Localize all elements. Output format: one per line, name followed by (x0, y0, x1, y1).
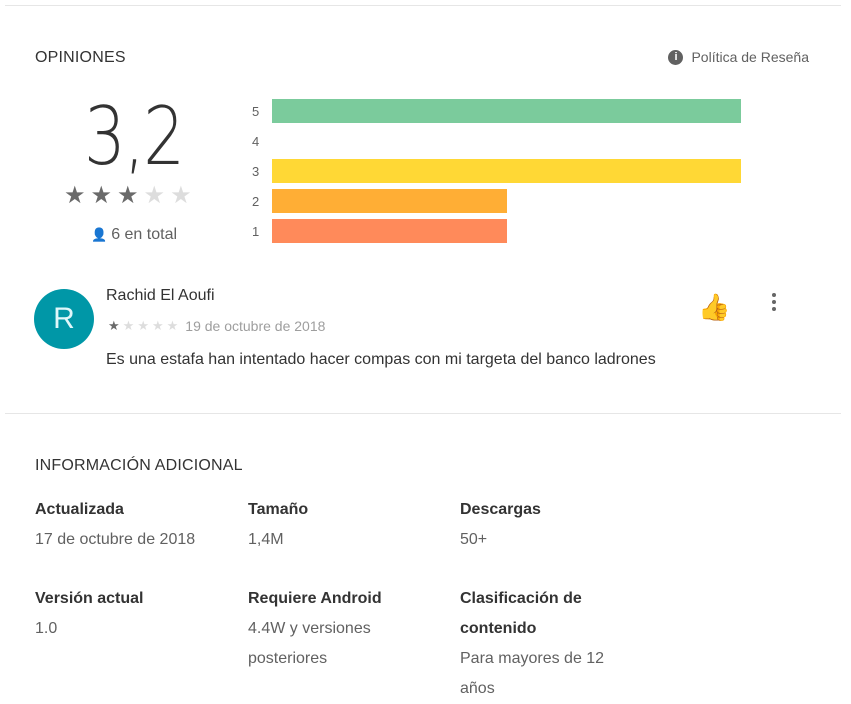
info-android: Requiere Android 4.4W y versiones posteri… (248, 590, 382, 667)
rating-bar-row-3: 3 (252, 159, 741, 183)
star-icon: ★ (143, 182, 166, 209)
info-downloads: Descargas 50+ (460, 501, 541, 548)
rating-bar-row-1: 1 (252, 219, 507, 243)
rating-bar-label: 5 (252, 103, 260, 119)
reviews-title: OPINIONES (35, 49, 126, 66)
total-label: 6 en total (111, 226, 178, 243)
rating-bar (272, 159, 741, 183)
rating-bar-label: 4 (252, 133, 260, 149)
review-policy-link[interactable]: i Política de Reseña (668, 49, 809, 65)
review-meta: ★ ★ ★ ★ ★ 19 de octubre de 2018 (108, 317, 325, 335)
additional-info-title: INFORMACIÓN ADICIONAL (35, 457, 243, 474)
person-icon: 👤 (91, 227, 108, 242)
rating-bar-row-5: 5 (252, 99, 741, 123)
review-author: Rachid El Aoufi (106, 287, 215, 304)
total-reviews: 👤 6 en total (91, 226, 177, 244)
rating-bar-label: 3 (252, 163, 260, 179)
average-stars: ★ ★ ★ ★ ★ (64, 181, 197, 210)
rating-bar-row-4: 4 (252, 129, 272, 153)
info-version: Versión actual 1.0 (35, 590, 144, 637)
rating-bar-label: 2 (252, 193, 260, 209)
star-icon: ★ (90, 182, 113, 209)
star-icon: ★ (64, 182, 86, 209)
info-icon: i (668, 49, 684, 65)
average-rating: 3,2 (84, 90, 185, 183)
top-divider (5, 5, 841, 6)
info-content-rating: Clasificación de contenido Para mayores d… (460, 590, 605, 697)
section-divider (5, 413, 841, 414)
more-options-icon[interactable] (765, 293, 783, 311)
star-icon: ★ (170, 182, 192, 209)
rating-bar (272, 99, 741, 123)
review-stars: ★ ★ ★ ★ ★ (108, 318, 179, 333)
rating-bar-row-2: 2 (252, 189, 507, 213)
info-updated: Actualizada 17 de octubre de 2018 (35, 501, 196, 548)
info-size: Tamaño 1,4M (248, 501, 309, 548)
rating-bar (272, 189, 507, 213)
star-icon: ★ (117, 182, 139, 209)
rating-bar (272, 219, 507, 243)
review-text: Es una estafa han intentado hacer compas… (106, 351, 656, 368)
review-policy-label: Política de Reseña (691, 49, 809, 65)
rating-bar-label: 1 (252, 223, 260, 239)
thumbs-up-icon[interactable]: 👍 (698, 292, 731, 322)
avatar: R (34, 289, 94, 349)
review-date: 19 de octubre de 2018 (185, 318, 326, 334)
